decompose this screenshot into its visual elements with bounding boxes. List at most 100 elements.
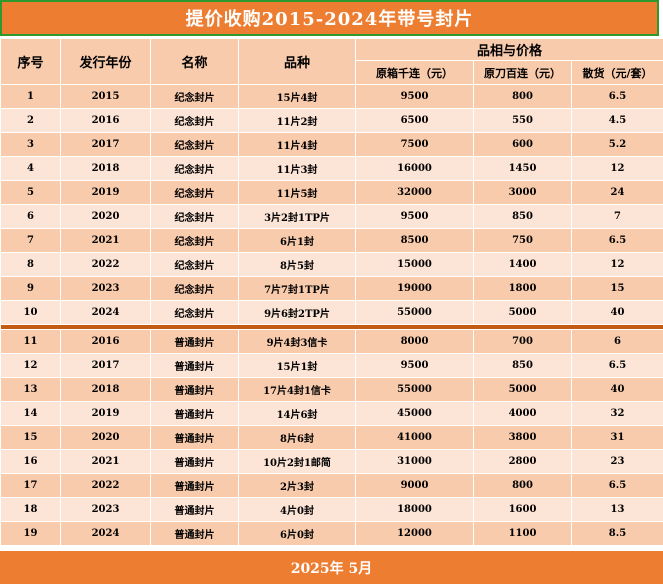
cell-year[interactable]: 2016: [60, 329, 151, 354]
cell-knife[interactable]: 750: [473, 228, 572, 253]
cell-name[interactable]: 普通封片: [150, 497, 239, 522]
cell-box[interactable]: 7500: [355, 132, 474, 157]
cell-seq[interactable]: 7: [0, 228, 61, 253]
cell-variety[interactable]: 11片2封: [238, 108, 356, 133]
cell-variety[interactable]: 11片5封: [238, 180, 356, 205]
cell-seq[interactable]: 19: [0, 521, 61, 546]
cell-box[interactable]: 9500: [355, 353, 474, 378]
cell-knife[interactable]: 2800: [473, 449, 572, 474]
cell-seq[interactable]: 17: [0, 473, 61, 498]
cell-loose[interactable]: 7: [570, 204, 663, 229]
cell-year[interactable]: 2023: [60, 276, 151, 301]
cell-box[interactable]: 16000: [355, 156, 474, 181]
header-box-price[interactable]: 原箱千连（元）: [355, 60, 474, 85]
cell-seq[interactable]: 4: [0, 156, 61, 181]
cell-year[interactable]: 2016: [60, 108, 151, 133]
cell-loose[interactable]: 24: [570, 180, 663, 205]
cell-variety[interactable]: 6片0封: [238, 521, 356, 546]
cell-name[interactable]: 普通封片: [150, 401, 239, 426]
cell-variety[interactable]: 9片6封2TP片: [238, 300, 356, 325]
cell-box[interactable]: 55000: [355, 377, 474, 402]
cell-name[interactable]: 纪念封片: [150, 180, 239, 205]
cell-name[interactable]: 纪念封片: [150, 108, 239, 133]
header-knife-price[interactable]: 原刀百连（元）: [473, 60, 572, 85]
cell-loose[interactable]: 12: [570, 156, 663, 181]
cell-name[interactable]: 普通封片: [150, 353, 239, 378]
cell-name[interactable]: 纪念封片: [150, 228, 239, 253]
cell-loose[interactable]: 13: [570, 497, 663, 522]
cell-year[interactable]: 2017: [60, 353, 151, 378]
cell-year[interactable]: 2023: [60, 497, 151, 522]
cell-loose[interactable]: 12: [570, 252, 663, 277]
cell-loose[interactable]: 8.5: [570, 521, 663, 546]
cell-box[interactable]: 18000: [355, 497, 474, 522]
cell-box[interactable]: 31000: [355, 449, 474, 474]
cell-year[interactable]: 2020: [60, 204, 151, 229]
cell-loose[interactable]: 40: [570, 377, 663, 402]
cell-seq[interactable]: 16: [0, 449, 61, 474]
cell-loose[interactable]: 40: [570, 300, 663, 325]
cell-seq[interactable]: 14: [0, 401, 61, 426]
cell-knife[interactable]: 1600: [473, 497, 572, 522]
cell-box[interactable]: 32000: [355, 180, 474, 205]
sheet-title[interactable]: 提价收购2015-2024年带号封片: [0, 0, 659, 36]
cell-loose[interactable]: 4.5: [570, 108, 663, 133]
cell-box[interactable]: 9500: [355, 84, 474, 109]
cell-loose[interactable]: 15: [570, 276, 663, 301]
cell-loose[interactable]: 5.2: [570, 132, 663, 157]
cell-knife[interactable]: 850: [473, 353, 572, 378]
cell-variety[interactable]: 6片1封: [238, 228, 356, 253]
cell-year[interactable]: 2019: [60, 401, 151, 426]
cell-variety[interactable]: 8片6封: [238, 425, 356, 450]
cell-box[interactable]: 19000: [355, 276, 474, 301]
header-name[interactable]: 名称: [150, 38, 239, 85]
cell-year[interactable]: 2018: [60, 377, 151, 402]
cell-seq[interactable]: 6: [0, 204, 61, 229]
cell-seq[interactable]: 10: [0, 300, 61, 325]
cell-name[interactable]: 普通封片: [150, 425, 239, 450]
cell-name[interactable]: 纪念封片: [150, 300, 239, 325]
cell-loose[interactable]: 31: [570, 425, 663, 450]
cell-year[interactable]: 2020: [60, 425, 151, 450]
cell-variety[interactable]: 15片4封: [238, 84, 356, 109]
cell-loose[interactable]: 6: [570, 329, 663, 354]
cell-name[interactable]: 普通封片: [150, 377, 239, 402]
cell-knife[interactable]: 5000: [473, 300, 572, 325]
cell-variety[interactable]: 11片3封: [238, 156, 356, 181]
cell-year[interactable]: 2018: [60, 156, 151, 181]
cell-seq[interactable]: 3: [0, 132, 61, 157]
cell-seq[interactable]: 9: [0, 276, 61, 301]
cell-loose[interactable]: 6.5: [570, 228, 663, 253]
cell-seq[interactable]: 15: [0, 425, 61, 450]
cell-year[interactable]: 2024: [60, 300, 151, 325]
cell-variety[interactable]: 9片4封3信卡: [238, 329, 356, 354]
cell-seq[interactable]: 8: [0, 252, 61, 277]
cell-seq[interactable]: 5: [0, 180, 61, 205]
cell-loose[interactable]: 23: [570, 449, 663, 474]
header-year[interactable]: 发行年份: [60, 38, 151, 85]
cell-box[interactable]: 45000: [355, 401, 474, 426]
cell-year[interactable]: 2022: [60, 473, 151, 498]
cell-box[interactable]: 8500: [355, 228, 474, 253]
cell-name[interactable]: 纪念封片: [150, 156, 239, 181]
cell-year[interactable]: 2019: [60, 180, 151, 205]
cell-name[interactable]: 纪念封片: [150, 84, 239, 109]
header-variety[interactable]: 品种: [238, 38, 356, 85]
cell-year[interactable]: 2015: [60, 84, 151, 109]
cell-variety[interactable]: 4片0封: [238, 497, 356, 522]
cell-variety[interactable]: 10片2封1邮简: [238, 449, 356, 474]
cell-variety[interactable]: 14片6封: [238, 401, 356, 426]
cell-variety[interactable]: 8片5封: [238, 252, 356, 277]
cell-box[interactable]: 6500: [355, 108, 474, 133]
cell-loose[interactable]: 32: [570, 401, 663, 426]
cell-knife[interactable]: 3000: [473, 180, 572, 205]
cell-year[interactable]: 2024: [60, 521, 151, 546]
cell-seq[interactable]: 2: [0, 108, 61, 133]
cell-knife[interactable]: 3800: [473, 425, 572, 450]
cell-knife[interactable]: 600: [473, 132, 572, 157]
cell-name[interactable]: 纪念封片: [150, 204, 239, 229]
cell-box[interactable]: 9000: [355, 473, 474, 498]
cell-variety[interactable]: 3片2封1TP片: [238, 204, 356, 229]
cell-knife[interactable]: 5000: [473, 377, 572, 402]
cell-name[interactable]: 普通封片: [150, 329, 239, 354]
